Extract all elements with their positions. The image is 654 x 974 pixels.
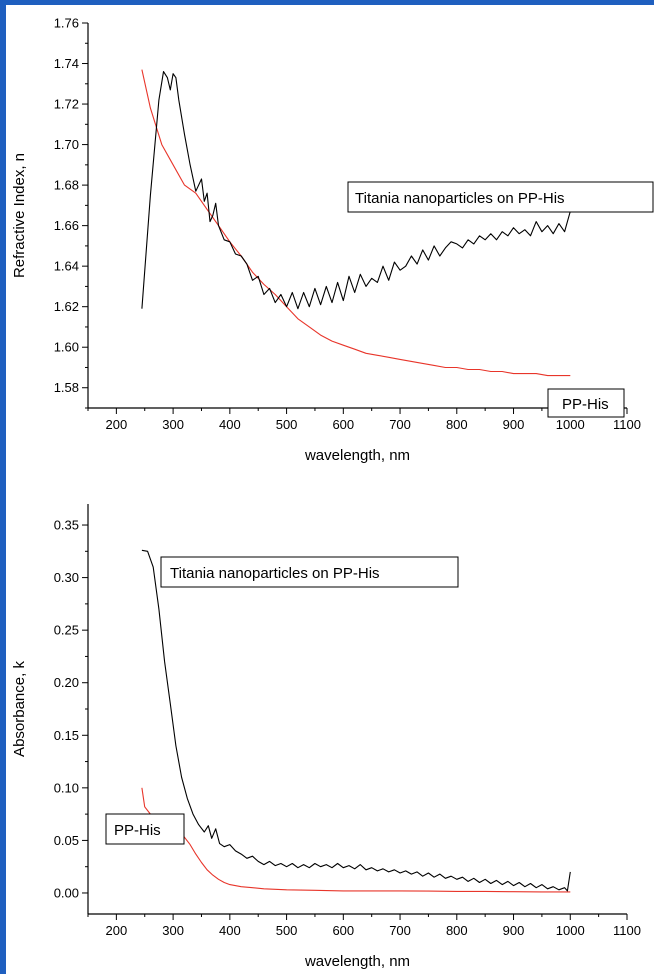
x-axis-title: wavelength, nm bbox=[304, 447, 410, 464]
x-tick-label: 700 bbox=[389, 923, 411, 938]
x-tick-label: 800 bbox=[446, 923, 468, 938]
y-tick-label: 1.64 bbox=[54, 259, 79, 274]
x-tick-label: 600 bbox=[332, 417, 354, 432]
y-tick-label: 0.05 bbox=[54, 833, 79, 848]
x-tick-label: 1100 bbox=[613, 417, 641, 432]
y-tick-label: 1.72 bbox=[54, 97, 79, 112]
x-tick-label: 200 bbox=[106, 417, 128, 432]
refractive-index-panel: 1.58 1.60 1.62 1.64 1.66 1.68 1.70 1.72 1.74 1.76… bbox=[11, 16, 654, 464]
y-tick-label: 0.15 bbox=[54, 728, 79, 743]
x-tick-label: 200 bbox=[106, 923, 128, 938]
y-tick-label: 1.68 bbox=[54, 178, 79, 193]
annotation-box-titania bbox=[160, 556, 459, 588]
series-group bbox=[141, 549, 571, 893]
x-tick-label: 500 bbox=[276, 417, 298, 432]
y-axis-ticks: 0.00 0.05 0.10 0.15 0.20 0.25 0.30 0.35 bbox=[54, 518, 88, 900]
y-tick-label: 0.30 bbox=[54, 570, 79, 585]
x-tick-label: 1000 bbox=[556, 923, 585, 938]
series-line-titania-nanoparticles-on-pp-his bbox=[141, 71, 571, 310]
series-line-titania-nanoparticles-on-pp-his bbox=[141, 549, 571, 892]
annotation-titania: Titania nanoparticles on PP-His bbox=[355, 190, 565, 207]
x-tick-label: 300 bbox=[162, 417, 184, 432]
series-line-pp-his bbox=[141, 787, 571, 893]
y-tick-label: 0.25 bbox=[54, 623, 79, 638]
x-tick-label: 500 bbox=[276, 923, 298, 938]
y-tick-label: 1.66 bbox=[54, 218, 79, 233]
x-tick-label: 400 bbox=[219, 417, 241, 432]
x-tick-label: 300 bbox=[162, 923, 184, 938]
y-tick-label: 1.70 bbox=[54, 137, 79, 152]
annotation-pphis: PP-His bbox=[562, 396, 609, 413]
y-axis-ticks: 1.58 1.60 1.62 1.64 1.66 1.68 1.70 1.72 1.74 1.76 bbox=[54, 16, 88, 409]
y-tick-label: 0.10 bbox=[54, 780, 79, 795]
annotation-box-pphis bbox=[105, 813, 185, 845]
y-tick-label: 0.35 bbox=[54, 518, 79, 533]
x-axis-title: wavelength, nm bbox=[304, 953, 410, 970]
annotation-box-titania bbox=[347, 181, 654, 213]
x-tick-label: 1100 bbox=[613, 923, 641, 938]
y-tick-label: 0.00 bbox=[54, 885, 79, 900]
x-tick-label: 400 bbox=[219, 923, 241, 938]
x-tick-label: 900 bbox=[503, 417, 525, 432]
annotation-titania: Titania nanoparticles on PP-His bbox=[170, 565, 380, 582]
y-tick-label: 1.76 bbox=[54, 16, 79, 31]
y-tick-label: 1.60 bbox=[54, 340, 79, 355]
x-tick-label: 1000 bbox=[556, 417, 585, 432]
y-tick-label: 1.74 bbox=[54, 56, 79, 71]
y-tick-label: 1.58 bbox=[54, 380, 79, 395]
absorbance-panel: 0.00 0.05 0.10 0.15 0.20 0.25 0.30 0.35 200 300 4… bbox=[11, 504, 641, 970]
y-axis-title: Refractive Index, n bbox=[11, 153, 28, 278]
annotation-pphis: PP-His bbox=[114, 822, 161, 839]
x-tick-label: 600 bbox=[332, 923, 354, 938]
y-tick-label: 1.62 bbox=[54, 299, 79, 314]
series-group bbox=[141, 69, 571, 377]
x-tick-label: 700 bbox=[389, 417, 411, 432]
y-tick-label: 0.20 bbox=[54, 675, 79, 690]
x-axis-ticks: 200 300 400 500 600 700 800 900 1000 1100 bbox=[87, 914, 641, 938]
annotation-box-pphis bbox=[547, 388, 625, 418]
series-line-pp-his bbox=[141, 69, 571, 377]
x-axis-ticks: 200 300 400 500 600 700 800 900 1000 1100 bbox=[87, 408, 641, 432]
x-tick-label: 900 bbox=[503, 923, 525, 938]
x-tick-label: 800 bbox=[446, 417, 468, 432]
y-axis-title: Absorbance, k bbox=[11, 661, 28, 757]
